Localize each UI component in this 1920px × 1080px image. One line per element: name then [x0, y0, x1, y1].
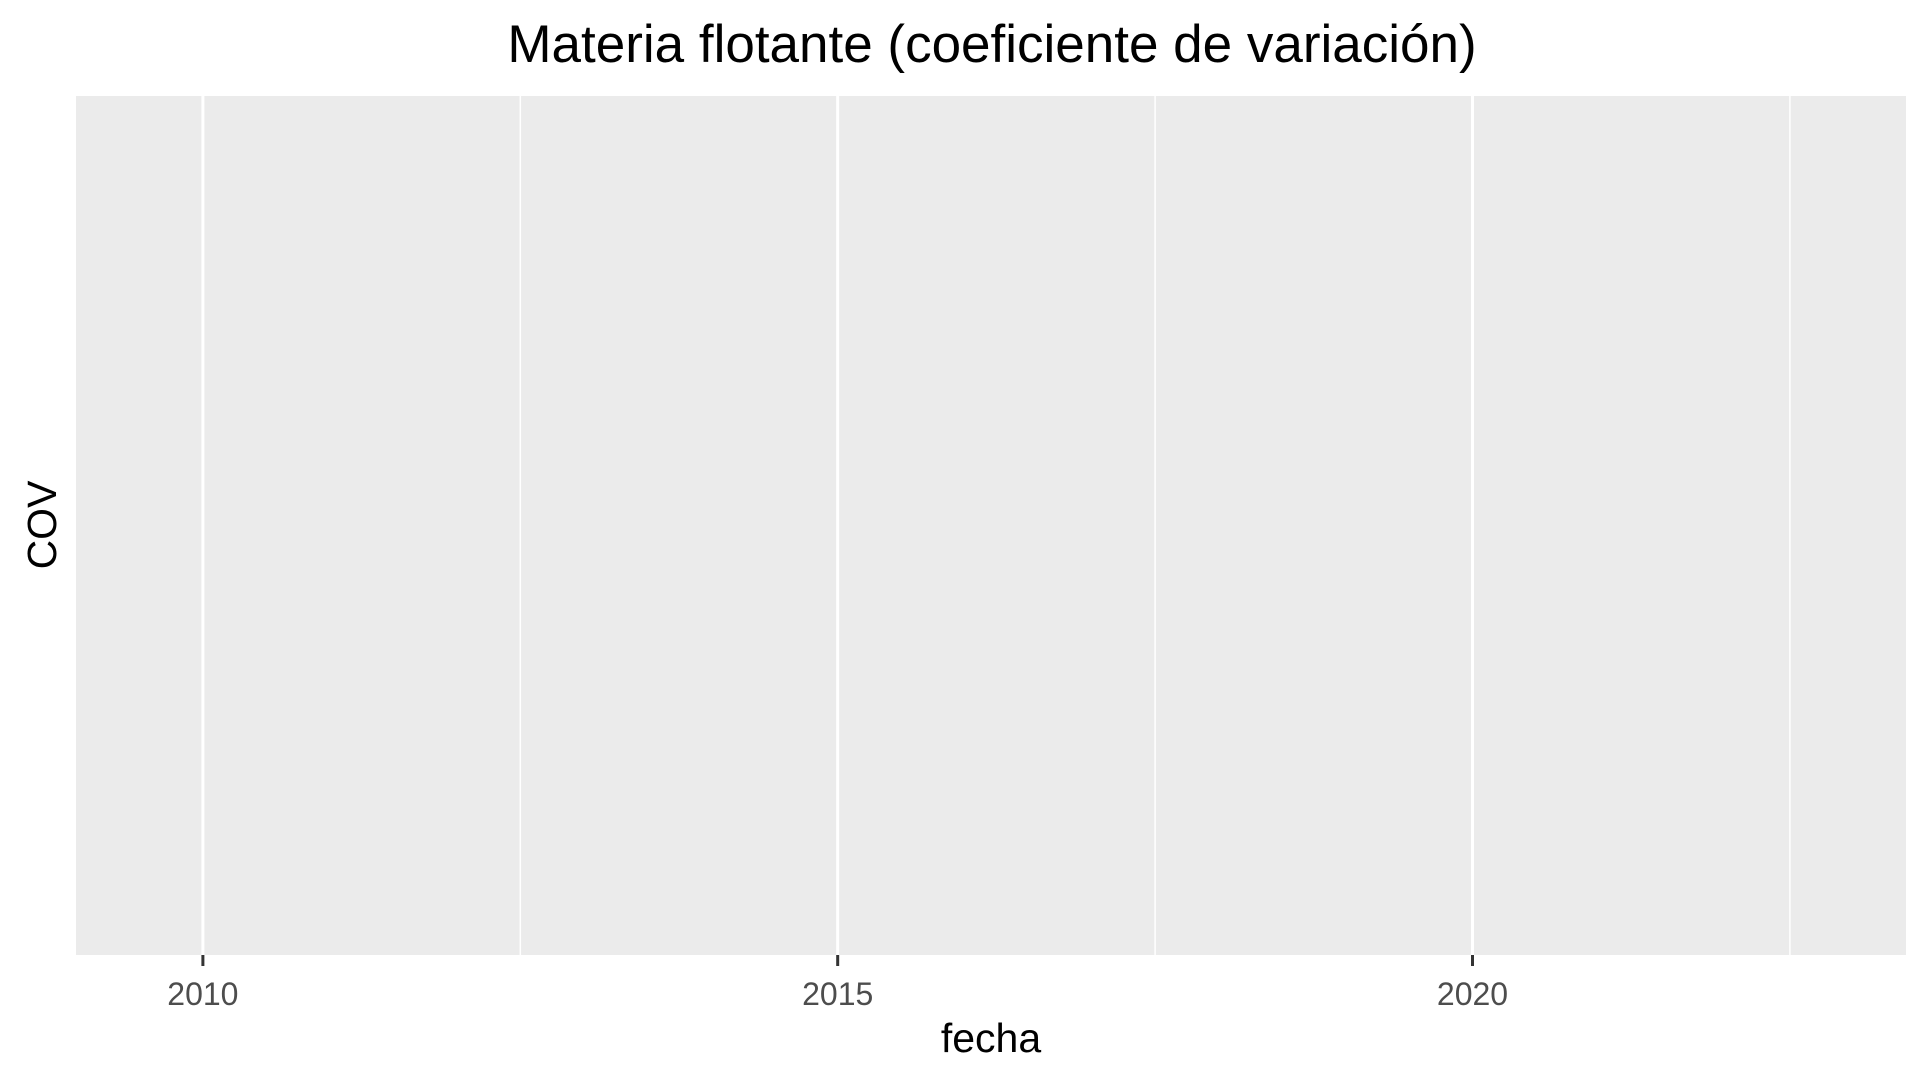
chart-title: Materia flotante (coeficiente de variaci…	[507, 15, 1476, 74]
x-tick-label: 2015	[802, 976, 873, 1012]
grid-lines	[201, 96, 1791, 955]
plot-panel	[76, 96, 1906, 955]
x-tick-label: 2020	[1437, 976, 1508, 1012]
x-axis-title: fecha	[941, 1015, 1041, 1061]
x-axis-ticks: 2010 2015 2020	[167, 955, 1508, 1012]
x-tick-label: 2010	[167, 976, 238, 1012]
y-axis-title: COV	[19, 480, 65, 570]
